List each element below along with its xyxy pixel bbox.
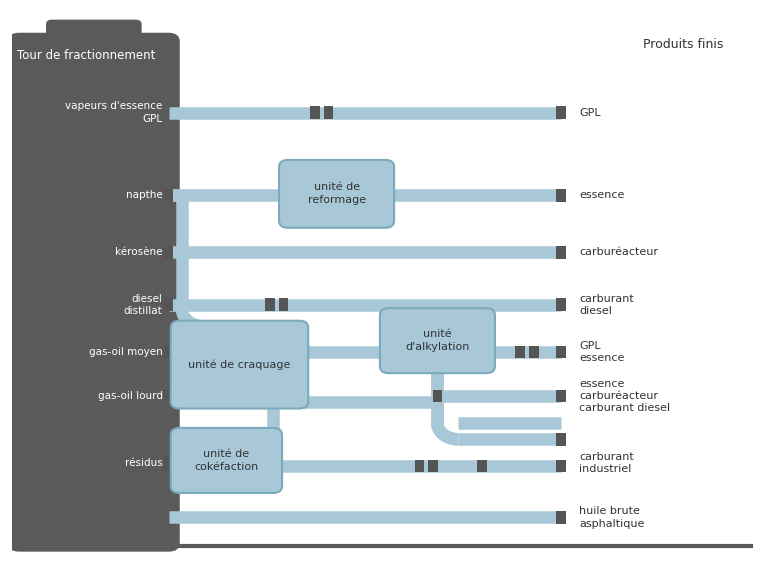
- Bar: [324, 107, 333, 119]
- Text: résidus: résidus: [125, 458, 163, 468]
- Bar: [556, 433, 565, 446]
- FancyBboxPatch shape: [380, 308, 495, 373]
- Bar: [294, 346, 304, 358]
- Bar: [477, 460, 487, 472]
- Bar: [529, 346, 539, 358]
- Bar: [279, 299, 288, 311]
- Text: Tour de fractionnement: Tour de fractionnement: [17, 49, 156, 62]
- Text: gas-oil lourd: gas-oil lourd: [97, 391, 163, 401]
- Bar: [556, 246, 565, 258]
- Bar: [310, 107, 320, 119]
- Bar: [556, 390, 565, 402]
- Text: napthe: napthe: [126, 190, 163, 201]
- Text: huile brute
asphaltique: huile brute asphaltique: [579, 506, 644, 529]
- Text: carburéacteur: carburéacteur: [579, 248, 658, 257]
- Bar: [556, 107, 565, 119]
- Bar: [163, 346, 173, 358]
- Bar: [163, 189, 173, 202]
- Text: carburant
industriel: carburant industriel: [579, 452, 634, 474]
- FancyBboxPatch shape: [46, 19, 141, 49]
- Text: unité de
reformage: unité de reformage: [308, 182, 366, 206]
- Bar: [163, 457, 173, 469]
- Text: gas-oil moyen: gas-oil moyen: [89, 347, 163, 357]
- Text: unité de craquage: unité de craquage: [188, 359, 290, 370]
- Bar: [556, 460, 565, 472]
- Bar: [163, 189, 173, 202]
- Text: GPL
essence: GPL essence: [579, 341, 625, 363]
- Bar: [556, 511, 565, 524]
- Text: unité
d'alkylation: unité d'alkylation: [405, 329, 470, 352]
- Bar: [268, 460, 278, 472]
- Text: vapeurs d'essence
GPL: vapeurs d'essence GPL: [65, 101, 163, 124]
- Bar: [556, 346, 565, 358]
- Bar: [384, 346, 394, 358]
- Bar: [265, 299, 275, 311]
- FancyBboxPatch shape: [279, 160, 394, 227]
- Text: unité de
cokéfaction: unité de cokéfaction: [195, 449, 258, 472]
- Bar: [163, 299, 173, 311]
- FancyBboxPatch shape: [8, 33, 179, 552]
- FancyBboxPatch shape: [171, 321, 309, 409]
- FancyBboxPatch shape: [171, 428, 282, 493]
- Text: Produits finis: Produits finis: [643, 38, 724, 50]
- Text: essence
carburéacteur
carburant diesel: essence carburéacteur carburant diesel: [579, 379, 670, 413]
- Bar: [428, 460, 438, 472]
- Text: GPL: GPL: [579, 108, 601, 117]
- Bar: [515, 346, 525, 358]
- Text: essence: essence: [579, 190, 625, 201]
- Bar: [556, 299, 565, 311]
- Bar: [556, 390, 565, 402]
- Bar: [556, 189, 565, 202]
- Text: diesel
distillat: diesel distillat: [124, 293, 163, 316]
- Bar: [415, 460, 424, 472]
- Bar: [163, 246, 173, 258]
- Bar: [163, 390, 173, 402]
- Text: carburant
diesel: carburant diesel: [579, 293, 634, 316]
- Text: kérosène: kérosène: [115, 248, 163, 257]
- Bar: [432, 390, 442, 402]
